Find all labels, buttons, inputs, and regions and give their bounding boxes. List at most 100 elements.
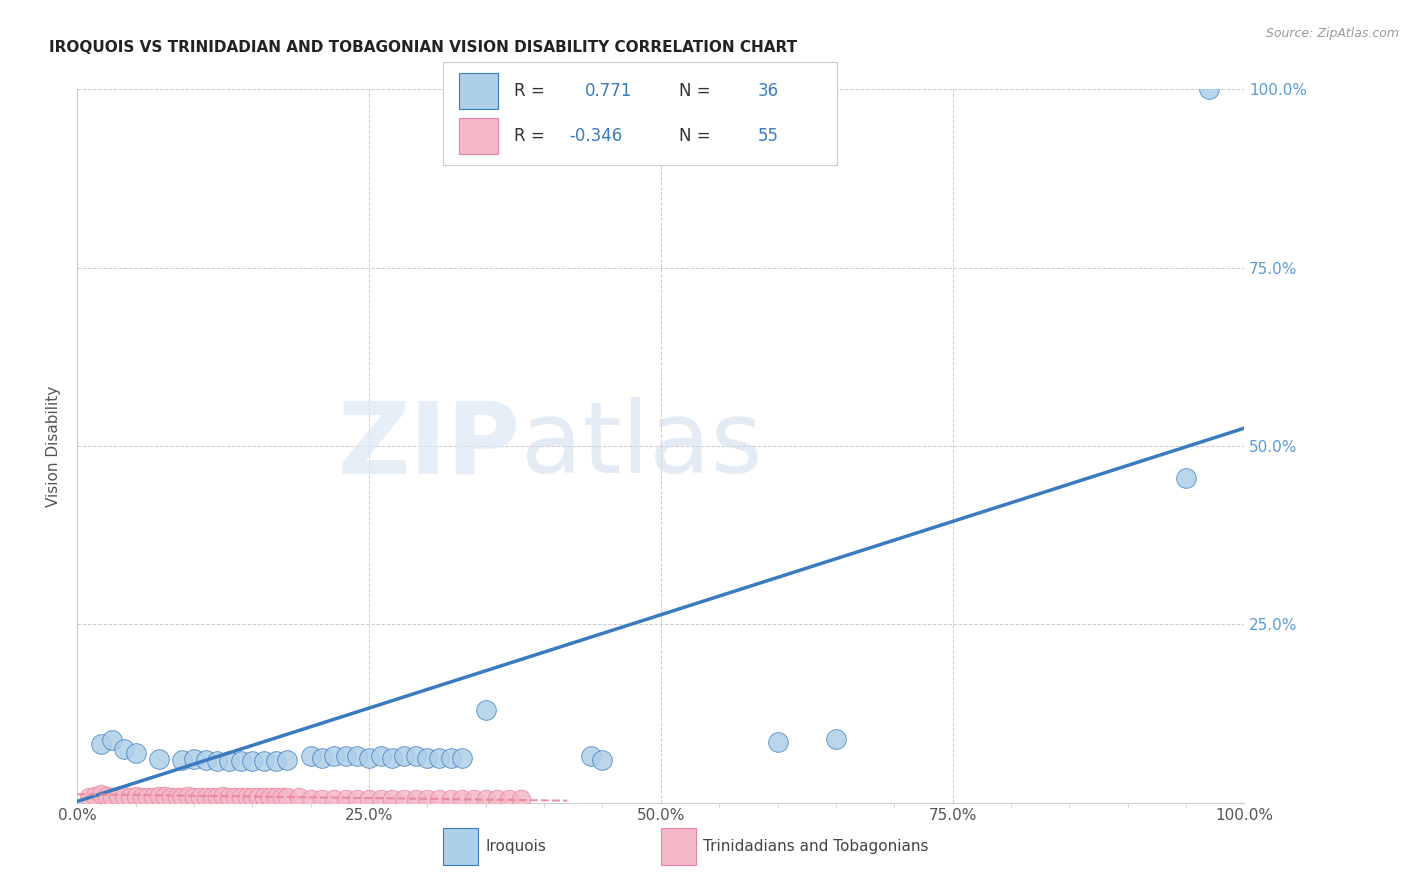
Text: R =: R = [513, 128, 550, 145]
Point [427, 751, 450, 765]
Point [259, 790, 281, 805]
Point [463, 791, 485, 805]
Point [200, 790, 222, 805]
Point [188, 790, 211, 805]
Point [381, 791, 404, 805]
Point [172, 753, 194, 767]
Text: Iroquois: Iroquois [485, 839, 546, 854]
Text: 0.771: 0.771 [585, 82, 631, 100]
Point [112, 789, 135, 803]
Point [229, 755, 252, 769]
Point [264, 790, 287, 805]
Point [235, 790, 257, 805]
Point [370, 749, 392, 764]
Point [346, 791, 368, 805]
Point [224, 790, 246, 805]
Point [183, 790, 205, 805]
Point [242, 755, 264, 769]
Point [90, 737, 112, 751]
Point [440, 791, 463, 805]
Point [486, 791, 509, 805]
Point [323, 749, 346, 764]
Point [359, 791, 381, 805]
FancyBboxPatch shape [458, 119, 498, 154]
Point [416, 791, 439, 805]
Point [172, 790, 194, 805]
Point [276, 790, 298, 805]
Point [253, 755, 276, 769]
Point [96, 789, 118, 803]
Point [212, 789, 235, 803]
Text: -0.346: -0.346 [569, 128, 621, 145]
Point [311, 751, 333, 765]
Point [142, 790, 165, 805]
Point [299, 791, 322, 805]
Text: 36: 36 [758, 82, 779, 100]
Point [112, 742, 135, 756]
Point [825, 731, 848, 746]
Point [335, 749, 357, 764]
Point [405, 749, 427, 764]
Point [299, 749, 322, 764]
Point [177, 789, 200, 803]
Text: Trinidadians and Tobagonians: Trinidadians and Tobagonians [703, 839, 928, 854]
Text: Source: ZipAtlas.com: Source: ZipAtlas.com [1265, 27, 1399, 40]
Point [498, 791, 520, 805]
Point [183, 751, 205, 765]
Point [440, 751, 463, 765]
Point [118, 790, 141, 805]
Text: R =: R = [513, 82, 550, 100]
Point [335, 791, 357, 805]
FancyBboxPatch shape [458, 73, 498, 109]
Point [148, 751, 170, 765]
Point [131, 790, 153, 805]
Point [416, 751, 439, 765]
Point [1198, 82, 1220, 96]
Point [136, 790, 159, 805]
Point [159, 790, 181, 805]
Point [101, 733, 124, 747]
Point [253, 790, 276, 805]
Point [125, 789, 148, 803]
Text: IROQUOIS VS TRINIDADIAN AND TOBAGONIAN VISION DISABILITY CORRELATION CHART: IROQUOIS VS TRINIDADIAN AND TOBAGONIAN V… [49, 40, 797, 55]
Point [264, 755, 287, 769]
Point [125, 746, 148, 760]
Point [451, 791, 474, 805]
Text: N =: N = [679, 82, 716, 100]
Point [194, 753, 217, 767]
Point [359, 751, 381, 765]
Point [153, 789, 176, 803]
Point [218, 755, 240, 769]
Point [207, 755, 229, 769]
Y-axis label: Vision Disability: Vision Disability [46, 385, 62, 507]
Point [592, 753, 614, 767]
Point [579, 749, 602, 764]
Point [323, 791, 346, 805]
Point [311, 791, 333, 805]
Point [229, 790, 252, 805]
Point [270, 790, 292, 805]
Point [77, 790, 100, 805]
Point [288, 790, 311, 805]
Point [427, 791, 450, 805]
Point [475, 703, 498, 717]
Point [207, 790, 229, 805]
Point [107, 789, 129, 803]
Point [90, 787, 112, 801]
Point [218, 790, 240, 805]
Point [405, 791, 427, 805]
Point [370, 791, 392, 805]
Point [766, 735, 789, 749]
Point [1175, 471, 1198, 485]
Point [194, 790, 217, 805]
Point [381, 751, 404, 765]
Point [148, 789, 170, 803]
Point [392, 749, 415, 764]
Point [451, 751, 474, 765]
Point [475, 791, 498, 805]
Text: atlas: atlas [520, 398, 762, 494]
Point [276, 753, 298, 767]
Point [242, 790, 264, 805]
Point [346, 749, 368, 764]
Point [509, 791, 531, 805]
